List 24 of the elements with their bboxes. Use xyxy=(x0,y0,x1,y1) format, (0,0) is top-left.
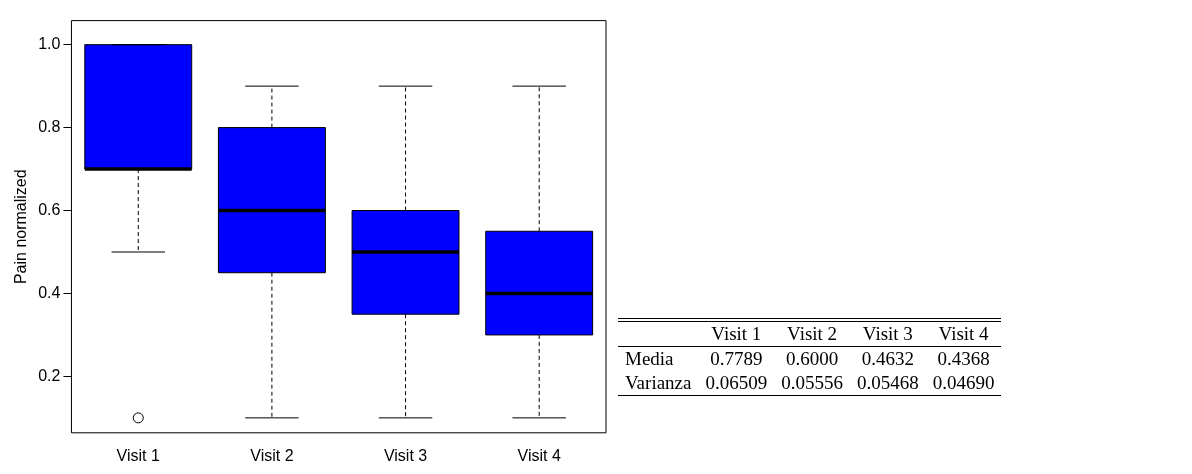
text: 0.6000 xyxy=(785,348,839,369)
text: 0.05556 xyxy=(781,372,843,393)
category-label: Visit 4 xyxy=(937,322,990,346)
x-tick-label: Visit 4 xyxy=(517,446,561,464)
text: 0.05468 xyxy=(856,372,919,393)
y-tick-label: 1.0 xyxy=(38,35,61,53)
y-tick-label: 0.2 xyxy=(38,366,61,384)
y-tick-label: 0.8 xyxy=(38,118,61,135)
text: 0.4368 xyxy=(937,348,990,369)
x-tick-label: Visit 1 xyxy=(116,446,160,464)
y-tick-label: 0.6 xyxy=(38,200,61,218)
category-label: Visit 2 xyxy=(786,322,839,346)
y-axis-title: Pain normalized xyxy=(12,169,30,285)
category-label: Visit 1 xyxy=(710,322,763,346)
category-label: Varianza xyxy=(625,372,692,393)
text: 0.04690 xyxy=(932,372,995,393)
text: 0.7789 xyxy=(710,348,763,369)
x-tick-label: Visit 2 xyxy=(250,446,294,464)
x-tick-label: Visit 3 xyxy=(383,446,428,464)
category-label: Visit 3 xyxy=(861,322,914,346)
text: 0.06509 xyxy=(705,372,768,393)
text: 0.4632 xyxy=(861,348,914,369)
category-label: Media xyxy=(625,348,674,369)
y-tick-label: 0.4 xyxy=(38,283,61,301)
